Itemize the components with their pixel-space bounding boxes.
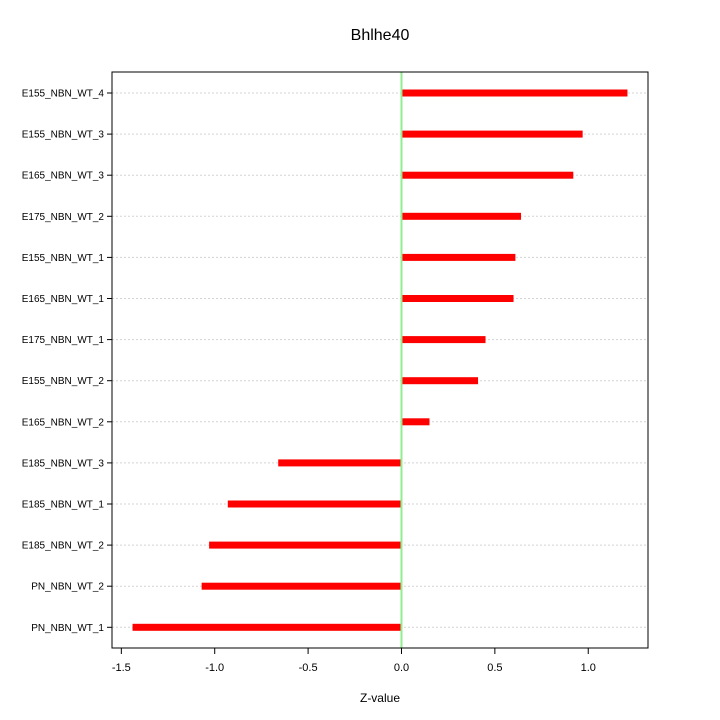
bar-e155-nbn-wt-1: [401, 253, 516, 261]
bars: [132, 89, 628, 631]
bar-pn-nbn-wt-1: [132, 623, 402, 631]
bar-e185-nbn-wt-1: [227, 500, 402, 508]
x-tick-label: 0.0: [394, 662, 409, 674]
category-label: E175_NBN_WT_2: [22, 212, 105, 223]
x-tick-label: -1.0: [205, 662, 224, 674]
bar-e185-nbn-wt-2: [209, 541, 402, 549]
x-axis-label: Z-value: [360, 691, 400, 705]
bar-e175-nbn-wt-1: [401, 336, 486, 344]
category-label: PN_NBN_WT_2: [31, 582, 104, 593]
x-tick-label: 0.5: [487, 662, 502, 674]
category-label: E165_NBN_WT_2: [22, 417, 105, 428]
bar-e175-nbn-wt-2: [401, 212, 522, 220]
x-tick-label: -0.5: [299, 662, 318, 674]
bar-e165-nbn-wt-1: [401, 295, 514, 302]
category-labels: E155_NBN_WT_4 E155_NBN_WT_3 E165_NBN_WT_3 E…: [22, 89, 112, 634]
x-axis: -1.5 -1.0 -0.5 0.0 0.5 1.0: [112, 648, 596, 674]
category-label: E185_NBN_WT_3: [22, 458, 105, 469]
category-label: E185_NBN_WT_2: [22, 541, 105, 552]
category-label: E155_NBN_WT_3: [22, 130, 105, 141]
bar-e155-nbn-wt-2: [401, 377, 479, 385]
bar-e185-nbn-wt-3: [278, 459, 402, 467]
category-label: E175_NBN_WT_1: [22, 335, 105, 346]
bar-pn-nbn-wt-2: [201, 582, 402, 590]
chart-title: Bhlhe40: [351, 27, 410, 44]
category-label: E165_NBN_WT_1: [22, 294, 105, 305]
category-label: E155_NBN_WT_2: [22, 376, 105, 387]
category-label: E165_NBN_WT_3: [22, 171, 105, 182]
category-label: E155_NBN_WT_1: [22, 253, 105, 264]
category-label: E155_NBN_WT_4: [22, 89, 105, 100]
bar-e155-nbn-wt-4: [401, 89, 628, 97]
category-label: E185_NBN_WT_1: [22, 500, 105, 511]
x-tick-label: 1.0: [581, 662, 596, 674]
bar-e165-nbn-wt-3: [401, 171, 574, 179]
x-tick-label: -1.5: [112, 662, 131, 674]
bar-e155-nbn-wt-3: [401, 130, 583, 138]
bar-e165-nbn-wt-2: [401, 418, 430, 426]
plot-frame: [111, 71, 649, 649]
category-label: PN_NBN_WT_1: [31, 623, 104, 634]
